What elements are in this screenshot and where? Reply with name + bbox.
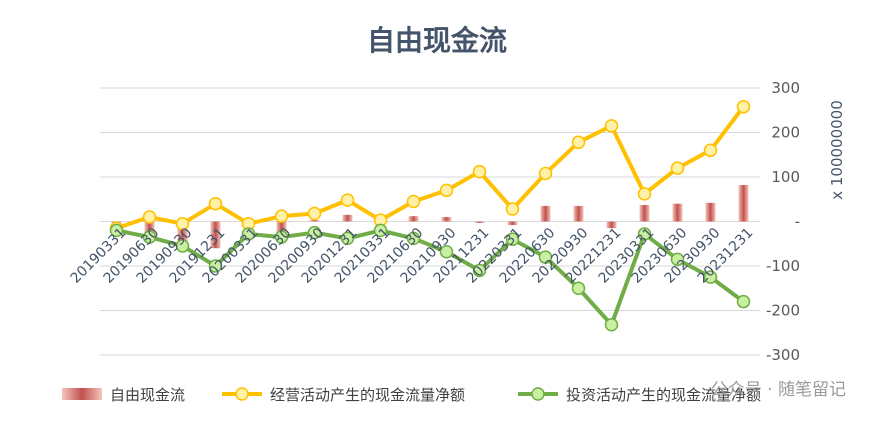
data-point (274, 230, 289, 244)
bar (408, 216, 419, 222)
y-tick-label: -100 (766, 257, 800, 275)
data-point (373, 223, 388, 238)
data-point (439, 183, 454, 198)
data-point (109, 223, 124, 238)
data-point (175, 216, 190, 231)
chart-title: 自由现金流 (367, 24, 507, 57)
legend-item: 经营活动产生的现金流量净额 (222, 386, 465, 404)
bar (309, 220, 320, 222)
y-axis-ticks: 300 200 100 - -100 -200 -300 (766, 79, 800, 364)
bar (276, 221, 287, 233)
legend-label: 自由现金流 (110, 386, 185, 404)
y-axis-unit-label: x 100000000 (828, 100, 846, 200)
data-point (703, 143, 718, 158)
legend-label: 投资活动产生的现金流量净额 (566, 386, 761, 404)
bar (507, 221, 518, 226)
legend-item: 自由现金流 (62, 386, 185, 404)
data-point (736, 99, 751, 114)
data-point (406, 231, 421, 246)
series-line (116, 228, 745, 327)
data-point (175, 239, 190, 253)
bar (474, 221, 485, 223)
line-series (109, 99, 751, 332)
y-tick-label: 300 (771, 79, 800, 97)
legend-label: 经营活动产生的现金流量净额 (270, 386, 465, 404)
x-axis-ticks: 2019033120190630201909302019123120200331… (68, 225, 757, 287)
data-point (340, 231, 355, 246)
data-point (538, 250, 553, 264)
y-tick-label: 100 (771, 168, 800, 186)
bar (672, 203, 683, 222)
bar (705, 202, 716, 222)
data-point (571, 281, 586, 295)
data-point (538, 166, 553, 181)
data-point (274, 209, 289, 223)
bar (144, 221, 155, 233)
data-point (505, 202, 520, 216)
bar (639, 205, 650, 222)
data-point (439, 245, 454, 259)
data-point (241, 227, 256, 241)
bar (177, 221, 188, 242)
bar (441, 217, 452, 222)
data-point (670, 252, 685, 267)
legend-item: 投资活动产生的现金流量净额 (518, 386, 761, 404)
grid-lines (100, 87, 760, 356)
bar (573, 205, 584, 222)
y-tick-label: - (795, 213, 800, 231)
bar (738, 185, 749, 222)
bar-series (111, 185, 749, 249)
data-point (505, 232, 520, 247)
data-point (670, 161, 685, 175)
bar (342, 214, 353, 222)
data-point (208, 259, 223, 273)
data-point (208, 196, 223, 211)
data-point (307, 206, 322, 221)
data-point (571, 135, 586, 150)
y-tick-label: -300 (766, 346, 800, 364)
y-tick-label: -200 (766, 302, 800, 320)
bar (540, 205, 551, 222)
legend-swatch (62, 388, 102, 400)
data-point (142, 210, 157, 224)
data-point (637, 227, 652, 241)
data-point (604, 317, 619, 332)
data-point (307, 225, 322, 240)
y-tick-label: 200 (771, 124, 800, 142)
data-point (472, 164, 487, 179)
legend: 自由现金流 经营活动产生的现金流量净额 投资活动产生的现金流量净额 (62, 386, 761, 404)
data-point (142, 230, 157, 244)
data-point (736, 294, 751, 309)
data-point (604, 119, 619, 133)
watermark: 公众号 · 随笔留记 (711, 380, 846, 400)
data-point (637, 187, 652, 201)
bar (606, 221, 617, 229)
data-point (472, 263, 487, 278)
data-point (340, 193, 355, 207)
bar (210, 221, 221, 249)
data-point (703, 270, 718, 284)
data-point (406, 194, 421, 209)
